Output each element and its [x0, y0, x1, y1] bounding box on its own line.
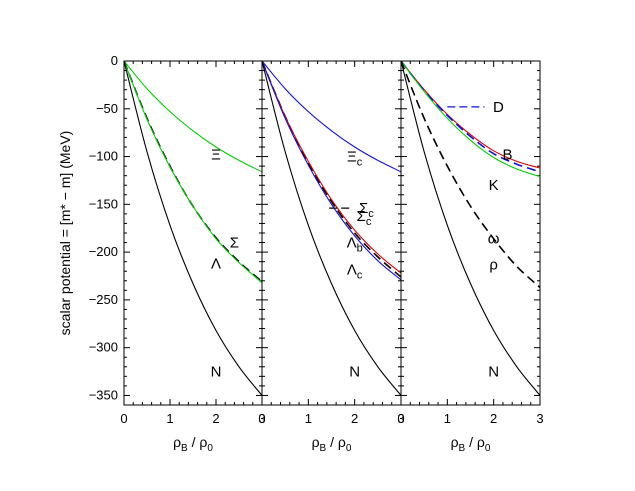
curve-label: Σc	[357, 208, 372, 228]
x-axis-label: ρB / ρ0	[451, 434, 491, 454]
y-tick-label: −50	[96, 101, 118, 116]
y-tick-label: −200	[89, 244, 118, 259]
series-line-b	[261, 60, 402, 274]
x-axis-label: ρB / ρ0	[312, 434, 352, 454]
curve-label: Λb	[347, 235, 363, 255]
series-line-	[123, 60, 263, 283]
x-tick-label: 2	[490, 411, 497, 426]
curve-label: Ξc	[347, 149, 363, 169]
series-line-c	[261, 60, 402, 173]
x-tick-label: 1	[166, 411, 173, 426]
y-tick-label: −300	[89, 340, 118, 355]
legend-label: D	[493, 99, 504, 116]
series-line-c	[261, 60, 402, 278]
curve-label: N	[349, 364, 360, 381]
series-line-k	[400, 60, 541, 178]
series-line-	[123, 60, 263, 173]
x-tick-label: 1	[305, 411, 312, 426]
y-tick-label: 0	[111, 53, 118, 68]
x-tick-label: 3	[397, 411, 404, 426]
y-axis-label: scalar potential = [m* − m] (MeV)	[57, 131, 73, 336]
plot-frame	[400, 60, 541, 406]
series-line-n	[400, 60, 541, 396]
curve-label: B	[503, 147, 513, 164]
y-tick-label: −100	[89, 149, 118, 164]
curve-label: Σ	[230, 235, 239, 252]
series-line-c	[261, 60, 402, 281]
curve-label: Λ	[211, 256, 221, 273]
y-tick-label: −350	[89, 387, 118, 402]
x-tick-label: 3	[536, 411, 543, 426]
x-tick-label: 3	[258, 411, 265, 426]
curve-label: N	[488, 364, 499, 381]
x-tick-label: 1	[444, 411, 451, 426]
x-tick-label: 2	[212, 411, 219, 426]
x-axis-label: ρB / ρ0	[173, 434, 213, 454]
x-tick-label: 0	[397, 411, 404, 426]
series-line-d	[400, 60, 541, 173]
series-line-	[123, 60, 263, 284]
curve-label: ω	[488, 231, 500, 248]
curve-label: ρ	[489, 257, 498, 274]
series-line-n	[123, 60, 263, 396]
panel-2: 0 1 2 3 Σc Ξc Σc Λb Λc NρB / ρ0	[258, 60, 405, 454]
x-tick-label: 0	[120, 411, 127, 426]
y-tick-label: −250	[89, 292, 118, 307]
series-line-	[400, 60, 541, 289]
curve-label: K	[489, 177, 499, 194]
curve-label: Λc	[347, 261, 363, 281]
series-line-n	[261, 60, 402, 396]
curve-label: Ξ	[211, 147, 221, 164]
x-tick-label: 2	[351, 411, 358, 426]
x-tick-label: 0	[258, 411, 265, 426]
y-tick-label: −150	[89, 196, 118, 211]
legend-label: Σc	[359, 200, 374, 220]
curve-label: N	[211, 364, 222, 381]
